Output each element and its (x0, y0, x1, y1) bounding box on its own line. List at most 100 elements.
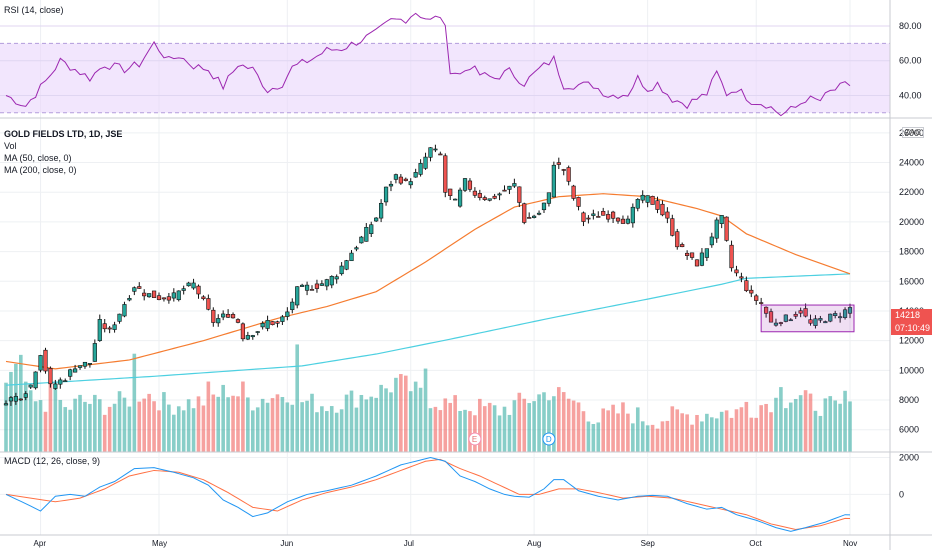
volume-bar (700, 421, 704, 452)
volume-bar (201, 405, 206, 452)
candle-body (724, 216, 729, 241)
candle-body (576, 197, 581, 207)
candle-body (418, 163, 423, 175)
volume-bar (749, 417, 754, 452)
candle-body (161, 297, 167, 300)
volume-bar (788, 402, 793, 452)
volume-bar (552, 396, 556, 452)
candle-body (309, 289, 315, 291)
candle-body (221, 313, 226, 318)
x-tick-label: Oct (749, 539, 762, 548)
volume-bar (798, 395, 803, 452)
event-marker-label: E (472, 435, 477, 444)
candle-body (38, 355, 43, 371)
candle-body (502, 189, 507, 192)
candle-body (122, 304, 127, 317)
candle-body (319, 283, 324, 286)
candle-body (763, 306, 769, 314)
volume-bar (714, 418, 719, 452)
candle-body (245, 335, 250, 340)
candle-body (63, 380, 68, 382)
volume-bar (73, 398, 77, 452)
volume-bar (764, 403, 768, 452)
volume-bar (823, 398, 828, 452)
volume-bar (611, 404, 615, 452)
candle-body (393, 174, 399, 180)
volume-bar (433, 406, 438, 452)
currency-badge[interactable]: ZAC (902, 127, 924, 138)
candle-body (536, 212, 542, 215)
x-tick-label: Jul (404, 539, 414, 548)
volume-bar (68, 409, 72, 452)
candle-body (704, 248, 709, 258)
legend-vol: Vol (4, 141, 17, 151)
volume-bar (571, 400, 576, 452)
volume-bar (305, 400, 309, 452)
volume-bar (226, 397, 230, 452)
x-tick-label: Nov (843, 539, 857, 548)
volume-bar (408, 391, 413, 452)
candle-body (759, 302, 764, 304)
volume-bar (374, 397, 378, 452)
volume-bar (843, 390, 847, 452)
volume-bar (665, 420, 670, 452)
candle-body (615, 217, 621, 222)
candle-body (230, 314, 236, 319)
macd-title: MACD (12, 26, close, 9) (4, 456, 101, 466)
candle-body (689, 252, 695, 258)
volume-bar (640, 421, 645, 452)
volume-bar (19, 354, 23, 452)
volume-bar (241, 381, 245, 452)
volume-bar (443, 398, 448, 452)
candle-body (344, 260, 349, 270)
event-marker-d (542, 432, 556, 446)
volume-bar (626, 413, 630, 452)
volume-bar (719, 411, 724, 452)
candle-body (156, 295, 162, 300)
candle-body (586, 217, 591, 220)
volume-bar (803, 390, 808, 452)
candle-body (92, 343, 97, 362)
candle-body (398, 176, 403, 184)
volume-bar (38, 400, 43, 452)
macd-tick-label: 2000 (899, 453, 919, 463)
candle-body (512, 183, 517, 187)
volume-bar (58, 399, 63, 452)
candle-body (383, 186, 389, 203)
volume-bar (537, 394, 541, 452)
volume-bar (403, 375, 408, 452)
price-tick-label: 12000 (899, 336, 924, 346)
candle-body (72, 368, 78, 373)
volume-bar (33, 401, 38, 452)
volume-bar (364, 399, 369, 452)
candle-body (635, 199, 640, 209)
volume-bar (522, 398, 527, 452)
candlesticks (3, 144, 853, 406)
volume-bar (547, 400, 551, 452)
candle-body (53, 383, 58, 389)
volume-bar (423, 368, 428, 452)
candle-body (359, 236, 364, 244)
candle-body (102, 323, 107, 330)
volume-bar (246, 397, 250, 452)
volume-bar (685, 414, 689, 452)
volume-bar (690, 424, 694, 452)
volume-bar (502, 406, 507, 452)
volume-bar (478, 398, 482, 452)
volume-bar (162, 392, 166, 452)
volume-bar (88, 403, 92, 452)
candle-body (413, 172, 418, 178)
candle-body (670, 218, 675, 236)
candle-body (97, 319, 102, 341)
volume-bar (369, 396, 374, 452)
candle-body (433, 148, 438, 151)
event-marker-label: D (546, 435, 552, 444)
volume-bar (453, 395, 457, 452)
volume-bar (576, 402, 581, 452)
volume-bar (631, 423, 635, 452)
volume-bar (231, 395, 235, 452)
candle-body (68, 369, 73, 377)
candle-body (265, 320, 270, 329)
candle-body (196, 285, 201, 295)
